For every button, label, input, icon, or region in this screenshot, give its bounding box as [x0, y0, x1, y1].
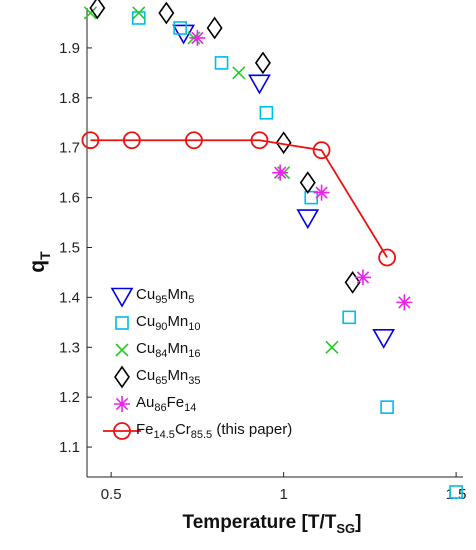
x-axis-label: Temperature [T/TSG] — [183, 512, 362, 536]
circle-marker — [250, 131, 269, 150]
y-tick-label: 1.3 — [59, 339, 80, 356]
y-tick-label: 1.5 — [59, 239, 80, 256]
x-marker — [132, 6, 146, 20]
x-marker — [232, 66, 246, 80]
series-1 — [172, 24, 396, 349]
circle-marker — [113, 422, 131, 440]
y-tick-label: 1.9 — [59, 40, 80, 57]
x-tick-label: 1 — [279, 486, 287, 503]
asterisk-marker — [313, 184, 330, 201]
circle-marker — [122, 131, 141, 150]
square-marker — [173, 21, 187, 35]
circle-marker — [312, 141, 331, 160]
y-axis-label: qT — [26, 251, 53, 273]
y-tick-label: 1.2 — [59, 389, 80, 406]
plot-axes: 0.5 1 1.5 1.1 1.2 1.3 1.4 1.5 1.6 1.7 1.8 1.9 — [59, 8, 467, 503]
triangle-marker — [248, 74, 271, 95]
asterisk-marker — [354, 269, 371, 286]
x-marker — [325, 340, 339, 354]
legend-label: Cu65Mn35 — [136, 367, 201, 387]
legend-label: Fe14.5Cr85.5 (this paper) — [136, 421, 292, 441]
y-tick-label: 1.1 — [59, 439, 80, 456]
legend-label: Cu90Mn10 — [136, 313, 201, 333]
x-marker — [83, 6, 98, 20]
diamond-marker — [206, 16, 223, 40]
asterisk-marker — [396, 294, 413, 311]
legend-label: Cu95Mn5 — [136, 286, 194, 306]
diamond-marker — [254, 51, 271, 75]
legend-item-2: Cu90Mn10 — [115, 313, 201, 333]
x-tick-label: 1.5 — [446, 486, 467, 503]
triangle-marker — [296, 209, 320, 230]
diamond-marker — [299, 171, 316, 195]
square-marker — [259, 105, 274, 120]
x-tick-label: 0.5 — [101, 486, 122, 503]
asterisk-marker — [272, 164, 289, 181]
square-marker — [115, 316, 129, 330]
series-2 — [131, 11, 463, 499]
x-marker — [115, 343, 129, 357]
legend-label: Cu84Mn16 — [136, 340, 201, 360]
y-tick-label: 1.7 — [59, 140, 80, 157]
diamond-marker — [158, 1, 175, 25]
series-5 — [189, 29, 413, 311]
circle-marker — [378, 248, 397, 267]
square-marker — [342, 310, 356, 325]
triangle-marker — [110, 287, 134, 308]
diamond-marker — [344, 271, 361, 294]
legend-item-3: Cu84Mn16 — [115, 340, 201, 360]
y-tick-label: 1.4 — [59, 289, 80, 306]
y-tick-label: 1.8 — [59, 90, 80, 107]
legend-item-1: Cu95Mn5 — [110, 286, 194, 308]
asterisk-marker — [114, 396, 130, 412]
y-tick-label: 1.6 — [59, 190, 80, 207]
legend-label: Au86Fe14 — [136, 394, 196, 414]
square-marker — [449, 485, 463, 499]
legend-item-5: Au86Fe14 — [114, 394, 196, 414]
series-line — [90, 139, 388, 258]
diamond-marker — [114, 365, 130, 389]
circle-marker — [81, 131, 100, 150]
legend-item-6: Fe14.5Cr85.5 (this paper) — [103, 421, 292, 441]
series-6 — [81, 131, 397, 267]
diamond-marker — [275, 131, 292, 155]
square-marker — [380, 400, 394, 414]
series-3 — [83, 6, 339, 354]
asterisk-marker — [189, 29, 206, 46]
legend-item-4: Cu65Mn35 — [114, 365, 201, 389]
circle-marker — [185, 131, 203, 150]
series-4 — [89, 0, 361, 294]
triangle-marker — [372, 328, 396, 349]
legend: Cu95Mn5 Cu90Mn10 Cu84Mn16 Cu65Mn35 Au86Fe14 F… — [103, 286, 292, 441]
diamond-marker — [89, 0, 106, 20]
square-marker — [214, 56, 229, 70]
data-marks — [81, 0, 463, 499]
